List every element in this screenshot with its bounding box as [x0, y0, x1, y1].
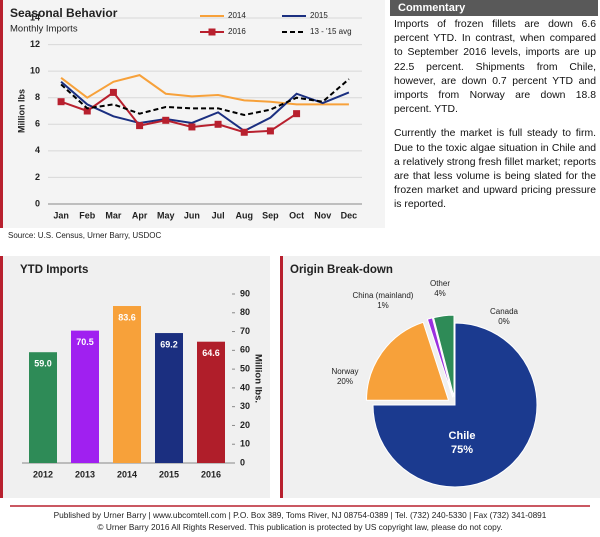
point	[57, 98, 65, 106]
slice-label: Norway	[331, 367, 358, 376]
panel	[0, 0, 385, 228]
slice-label: Other	[430, 279, 450, 288]
value-label: 64.6	[202, 348, 220, 358]
y-tick-label: 14	[30, 12, 40, 22]
point	[293, 110, 301, 118]
value-label: 59.0	[34, 359, 52, 369]
series-line	[60, 81, 350, 133]
panel-border	[280, 256, 283, 498]
slice-value: 1%	[377, 301, 389, 310]
y-tick-label: 30	[240, 401, 250, 411]
y-tick-label: 8	[35, 92, 40, 102]
x-tick-label: 2016	[201, 469, 221, 479]
slice-value: 0%	[498, 317, 510, 326]
x-tick-label: Dec	[341, 210, 358, 220]
x-tick-label: Aug	[236, 210, 254, 220]
x-tick-label: Jun	[184, 210, 200, 220]
pie-slice	[432, 314, 455, 398]
x-tick-label: Mar	[105, 210, 122, 220]
commentary-paragraph: Currently the market is full steady to f…	[394, 128, 596, 211]
y-tick-label: 6	[35, 119, 40, 129]
panel-border	[0, 0, 3, 228]
y-tick-label: 80	[240, 307, 250, 317]
y-tick-label: 40	[240, 382, 250, 392]
x-tick-label: 2015	[159, 469, 179, 479]
bar	[29, 352, 57, 463]
bar	[155, 333, 183, 463]
y-tick-label: 0	[240, 457, 245, 467]
point	[109, 88, 117, 96]
series-line	[60, 74, 349, 106]
x-tick-label: May	[157, 210, 175, 220]
y-tick-label: 4	[35, 145, 40, 155]
x-tick-label: Nov	[314, 210, 331, 220]
footer-line: © Urner Barry 2016 All Rights Reserved. …	[97, 522, 502, 532]
footer-line: Published by Urner Barry | www.ubcomtell…	[54, 510, 547, 520]
point	[214, 120, 222, 128]
y-tick-label: 60	[240, 345, 250, 355]
y-tick-label: 10	[30, 66, 40, 76]
chart-title: YTD Imports	[20, 264, 88, 276]
commentary-paragraph: Imports of frozen fillets are down 6.6 p…	[394, 19, 596, 116]
point	[162, 116, 170, 124]
legend-label: 2016	[228, 27, 246, 36]
y-tick-label: 90	[240, 288, 250, 298]
chart-title: Origin Break-down	[290, 264, 393, 276]
y-tick-label: 10	[240, 439, 250, 449]
y-tick-label: 20	[240, 420, 250, 430]
y-axis-label: Million lbs.	[252, 354, 263, 403]
y-tick-label: 12	[30, 39, 40, 49]
commentary-title: Commentary	[390, 0, 598, 16]
chart-subtitle: Monthly Imports	[10, 24, 78, 35]
panel-border	[0, 256, 3, 498]
x-tick-label: 2012	[33, 469, 53, 479]
x-tick-label: Oct	[289, 210, 304, 220]
slice-value: 20%	[337, 377, 353, 386]
series-line	[60, 91, 298, 134]
x-tick-label: 2013	[75, 469, 95, 479]
x-tick-label: Jan	[53, 210, 69, 220]
legend-label: 2015	[310, 11, 328, 20]
value-label: 69.2	[160, 339, 178, 349]
bar	[197, 341, 225, 463]
legend-label: 2014	[228, 11, 246, 20]
y-tick-label: 2	[35, 172, 40, 182]
x-tick-label: Jul	[212, 210, 225, 220]
pie-slice	[372, 322, 538, 488]
bar	[113, 306, 141, 463]
value-label: 83.6	[118, 312, 136, 322]
point	[188, 123, 196, 131]
source: Source: U.S. Census, Urner Barry, USDOC	[8, 231, 161, 240]
slice-value: 75%	[451, 444, 473, 456]
series-line	[60, 78, 350, 117]
y-axis-label: Million lbs	[16, 89, 26, 133]
bar	[71, 330, 99, 463]
legend-swatch	[208, 28, 216, 36]
legend-label: 13 - '15 avg	[310, 27, 352, 36]
point	[136, 122, 144, 130]
point	[266, 127, 274, 135]
point	[240, 128, 248, 136]
slice-label: China (mainland)	[353, 291, 414, 300]
slice-label: Chile	[449, 430, 476, 442]
y-tick-label: 0	[35, 198, 40, 208]
x-tick-label: 2014	[117, 469, 137, 479]
value-label: 70.5	[76, 337, 94, 347]
point	[83, 107, 91, 115]
commentary: Commentary Imports of frozen fillets are…	[390, 0, 598, 223]
x-tick-label: Apr	[132, 210, 148, 220]
pie-slice	[426, 317, 454, 398]
y-tick-label: 70	[240, 326, 250, 336]
slice-value: 4%	[434, 289, 446, 298]
slice-label: Canada	[490, 307, 519, 316]
x-tick-label: Feb	[79, 210, 96, 220]
y-tick-label: 50	[240, 363, 250, 373]
pie-slice	[366, 321, 450, 401]
x-tick-label: Sep	[262, 210, 279, 220]
chart-title: Seasonal Behavior	[10, 6, 118, 20]
